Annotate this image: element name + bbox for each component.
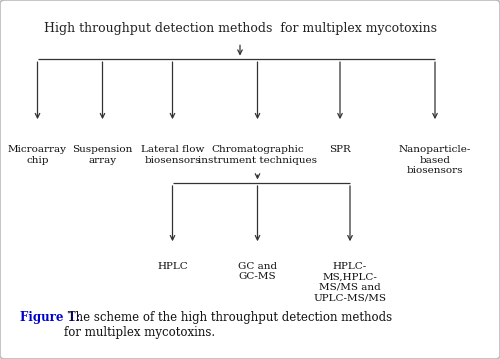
Text: Microarray
chip: Microarray chip xyxy=(8,145,67,165)
Text: High throughput detection methods  for multiplex mycotoxins: High throughput detection methods for mu… xyxy=(44,22,436,35)
Text: HPLC: HPLC xyxy=(157,262,188,271)
Text: GC and
GC-MS: GC and GC-MS xyxy=(238,262,277,281)
Text: HPLC-
MS,HPLC-
MS/MS and
UPLC-MS/MS: HPLC- MS,HPLC- MS/MS and UPLC-MS/MS xyxy=(314,262,386,302)
Text: Nanoparticle-
based
biosensors: Nanoparticle- based biosensors xyxy=(399,145,471,175)
Text: Lateral flow
biosensors: Lateral flow biosensors xyxy=(141,145,204,165)
Text: SPR: SPR xyxy=(329,145,351,154)
Text: The scheme of the high throughput detection methods
for multiplex mycotoxins.: The scheme of the high throughput detect… xyxy=(64,311,392,339)
Text: Figure 1:: Figure 1: xyxy=(20,311,80,323)
Text: Suspension
array: Suspension array xyxy=(72,145,132,165)
Text: Chromatographic
instrument techniques: Chromatographic instrument techniques xyxy=(198,145,317,165)
